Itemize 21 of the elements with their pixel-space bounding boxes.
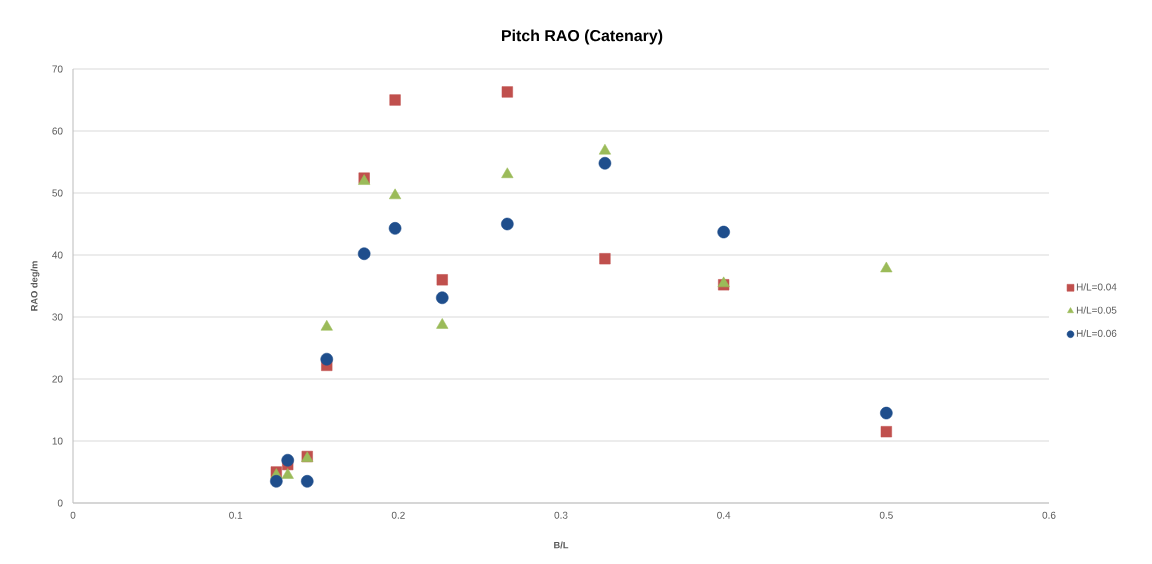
legend-label: H/L=0.05 bbox=[1076, 306, 1117, 314]
y-axis-title: RAO deg/m bbox=[30, 261, 40, 311]
y-tick-label: 0 bbox=[57, 499, 63, 507]
x-tick-label: 0 bbox=[70, 511, 76, 519]
y-tick-label: 40 bbox=[52, 251, 63, 259]
legend-label: H/L=0.06 bbox=[1076, 329, 1117, 337]
x-tick-label: 0.6 bbox=[1042, 511, 1056, 519]
y-tick-label: 70 bbox=[52, 65, 63, 73]
y-tick-label: 50 bbox=[52, 189, 63, 197]
x-tick-label: 0.5 bbox=[879, 511, 893, 519]
chart-title: Pitch RAO (Catenary) bbox=[502, 29, 663, 45]
y-tick-label: 60 bbox=[52, 127, 63, 135]
x-axis-title: B/L bbox=[554, 541, 569, 549]
x-tick-label: 0.3 bbox=[554, 511, 568, 519]
legend-label: H/L=0.04 bbox=[1076, 283, 1117, 291]
x-tick-label: 0.1 bbox=[229, 511, 243, 519]
y-tick-label: 10 bbox=[52, 437, 63, 445]
y-tick-label: 20 bbox=[52, 375, 63, 383]
x-tick-label: 0.2 bbox=[391, 511, 405, 519]
y-tick-label: 30 bbox=[52, 313, 63, 321]
x-tick-label: 0.4 bbox=[717, 511, 731, 519]
